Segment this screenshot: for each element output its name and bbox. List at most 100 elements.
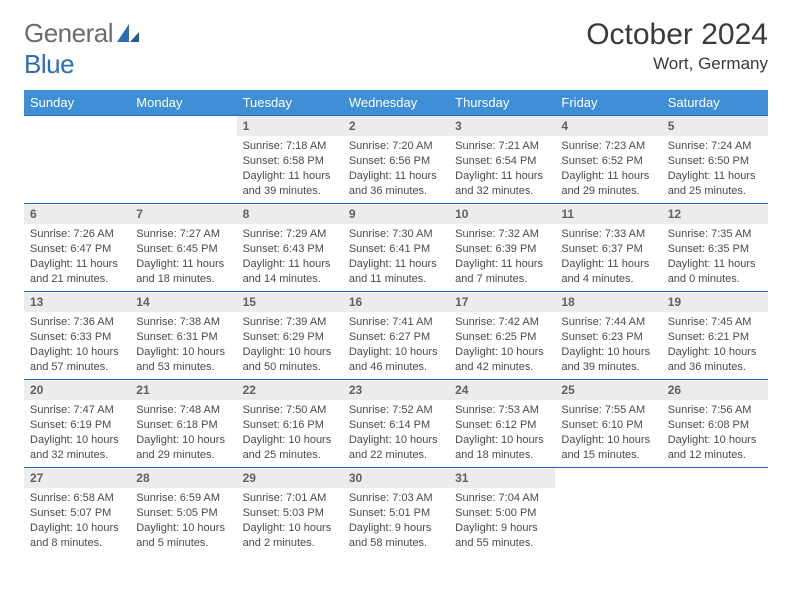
calendar-cell: 7Sunrise: 7:27 AMSunset: 6:45 PMDaylight… (130, 204, 236, 292)
weekday-header: Thursday (449, 90, 555, 116)
day-number: 6 (24, 204, 130, 224)
day-number: 14 (130, 292, 236, 312)
day-details: Sunrise: 7:01 AMSunset: 5:03 PMDaylight:… (237, 488, 343, 553)
calendar-cell: 5Sunrise: 7:24 AMSunset: 6:50 PMDaylight… (662, 116, 768, 204)
day-details: Sunrise: 7:50 AMSunset: 6:16 PMDaylight:… (237, 400, 343, 465)
day-number: 13 (24, 292, 130, 312)
calendar-cell: 17Sunrise: 7:42 AMSunset: 6:25 PMDayligh… (449, 292, 555, 380)
location-label: Wort, Germany (586, 54, 768, 74)
day-number: 21 (130, 380, 236, 400)
day-details: Sunrise: 7:48 AMSunset: 6:18 PMDaylight:… (130, 400, 236, 465)
day-details: Sunrise: 6:58 AMSunset: 5:07 PMDaylight:… (24, 488, 130, 553)
calendar-cell: 13Sunrise: 7:36 AMSunset: 6:33 PMDayligh… (24, 292, 130, 380)
day-number: 17 (449, 292, 555, 312)
calendar-body: .... 1Sunrise: 7:18 AMSunset: 6:58 PMDayl… (24, 116, 768, 556)
day-number: 18 (555, 292, 661, 312)
logo-text-2: Blue (24, 49, 74, 79)
day-details: Sunrise: 7:23 AMSunset: 6:52 PMDaylight:… (555, 136, 661, 201)
logo-text: General Blue (24, 18, 141, 80)
calendar-cell: .. (555, 468, 661, 556)
calendar-cell: 27Sunrise: 6:58 AMSunset: 5:07 PMDayligh… (24, 468, 130, 556)
day-details: Sunrise: 7:18 AMSunset: 6:58 PMDaylight:… (237, 136, 343, 201)
calendar-cell: 4Sunrise: 7:23 AMSunset: 6:52 PMDaylight… (555, 116, 661, 204)
calendar-cell: 9Sunrise: 7:30 AMSunset: 6:41 PMDaylight… (343, 204, 449, 292)
day-number: 8 (237, 204, 343, 224)
calendar-cell: 16Sunrise: 7:41 AMSunset: 6:27 PMDayligh… (343, 292, 449, 380)
calendar-head: SundayMondayTuesdayWednesdayThursdayFrid… (24, 90, 768, 116)
day-details: Sunrise: 7:44 AMSunset: 6:23 PMDaylight:… (555, 312, 661, 377)
calendar-cell: 26Sunrise: 7:56 AMSunset: 6:08 PMDayligh… (662, 380, 768, 468)
logo-text-1: General (24, 18, 113, 48)
day-details: Sunrise: 7:52 AMSunset: 6:14 PMDaylight:… (343, 400, 449, 465)
day-details: Sunrise: 7:24 AMSunset: 6:50 PMDaylight:… (662, 136, 768, 201)
day-number: 25 (555, 380, 661, 400)
day-details: Sunrise: 7:39 AMSunset: 6:29 PMDaylight:… (237, 312, 343, 377)
day-number: 3 (449, 116, 555, 136)
day-number: 5 (662, 116, 768, 136)
day-number: 7 (130, 204, 236, 224)
day-details: Sunrise: 7:30 AMSunset: 6:41 PMDaylight:… (343, 224, 449, 289)
day-number: 9 (343, 204, 449, 224)
weekday-header: Sunday (24, 90, 130, 116)
day-details: Sunrise: 7:41 AMSunset: 6:27 PMDaylight:… (343, 312, 449, 377)
day-details: Sunrise: 7:03 AMSunset: 5:01 PMDaylight:… (343, 488, 449, 553)
day-details: Sunrise: 7:29 AMSunset: 6:43 PMDaylight:… (237, 224, 343, 289)
title-block: October 2024 Wort, Germany (586, 18, 768, 74)
weekday-header: Saturday (662, 90, 768, 116)
day-details: Sunrise: 7:47 AMSunset: 6:19 PMDaylight:… (24, 400, 130, 465)
page-title: October 2024 (586, 18, 768, 52)
weekday-header: Tuesday (237, 90, 343, 116)
day-details: Sunrise: 7:56 AMSunset: 6:08 PMDaylight:… (662, 400, 768, 465)
calendar-cell: 2Sunrise: 7:20 AMSunset: 6:56 PMDaylight… (343, 116, 449, 204)
day-details: Sunrise: 7:45 AMSunset: 6:21 PMDaylight:… (662, 312, 768, 377)
day-details: Sunrise: 7:26 AMSunset: 6:47 PMDaylight:… (24, 224, 130, 289)
calendar-cell: 19Sunrise: 7:45 AMSunset: 6:21 PMDayligh… (662, 292, 768, 380)
weekday-header: Friday (555, 90, 661, 116)
logo: General Blue (24, 18, 141, 80)
calendar-cell: .. (662, 468, 768, 556)
calendar-cell: 28Sunrise: 6:59 AMSunset: 5:05 PMDayligh… (130, 468, 236, 556)
day-number: 16 (343, 292, 449, 312)
day-number: 24 (449, 380, 555, 400)
calendar-cell: 29Sunrise: 7:01 AMSunset: 5:03 PMDayligh… (237, 468, 343, 556)
calendar-cell: 15Sunrise: 7:39 AMSunset: 6:29 PMDayligh… (237, 292, 343, 380)
day-details: Sunrise: 7:27 AMSunset: 6:45 PMDaylight:… (130, 224, 236, 289)
day-number: 22 (237, 380, 343, 400)
calendar-cell: 6Sunrise: 7:26 AMSunset: 6:47 PMDaylight… (24, 204, 130, 292)
calendar-cell: 21Sunrise: 7:48 AMSunset: 6:18 PMDayligh… (130, 380, 236, 468)
day-details: Sunrise: 7:42 AMSunset: 6:25 PMDaylight:… (449, 312, 555, 377)
day-number: 28 (130, 468, 236, 488)
calendar-cell: 14Sunrise: 7:38 AMSunset: 6:31 PMDayligh… (130, 292, 236, 380)
day-number: 4 (555, 116, 661, 136)
day-details: Sunrise: 7:32 AMSunset: 6:39 PMDaylight:… (449, 224, 555, 289)
calendar-cell: 30Sunrise: 7:03 AMSunset: 5:01 PMDayligh… (343, 468, 449, 556)
calendar-cell: 20Sunrise: 7:47 AMSunset: 6:19 PMDayligh… (24, 380, 130, 468)
calendar-cell: 22Sunrise: 7:50 AMSunset: 6:16 PMDayligh… (237, 380, 343, 468)
calendar-cell: 10Sunrise: 7:32 AMSunset: 6:39 PMDayligh… (449, 204, 555, 292)
day-number: 27 (24, 468, 130, 488)
day-number: 12 (662, 204, 768, 224)
day-details: Sunrise: 7:55 AMSunset: 6:10 PMDaylight:… (555, 400, 661, 465)
logo-sail-icon (115, 20, 141, 42)
calendar-week: 6Sunrise: 7:26 AMSunset: 6:47 PMDaylight… (24, 204, 768, 292)
weekday-row: SundayMondayTuesdayWednesdayThursdayFrid… (24, 90, 768, 116)
weekday-header: Monday (130, 90, 236, 116)
calendar-cell: 8Sunrise: 7:29 AMSunset: 6:43 PMDaylight… (237, 204, 343, 292)
calendar-cell: 24Sunrise: 7:53 AMSunset: 6:12 PMDayligh… (449, 380, 555, 468)
day-number: 2 (343, 116, 449, 136)
calendar-week: 13Sunrise: 7:36 AMSunset: 6:33 PMDayligh… (24, 292, 768, 380)
calendar-cell: 12Sunrise: 7:35 AMSunset: 6:35 PMDayligh… (662, 204, 768, 292)
day-details: Sunrise: 7:21 AMSunset: 6:54 PMDaylight:… (449, 136, 555, 201)
calendar-cell: 11Sunrise: 7:33 AMSunset: 6:37 PMDayligh… (555, 204, 661, 292)
calendar-week: ....1Sunrise: 7:18 AMSunset: 6:58 PMDayl… (24, 116, 768, 204)
calendar-cell: 1Sunrise: 7:18 AMSunset: 6:58 PMDaylight… (237, 116, 343, 204)
day-number: 11 (555, 204, 661, 224)
day-number: 20 (24, 380, 130, 400)
calendar-cell: 23Sunrise: 7:52 AMSunset: 6:14 PMDayligh… (343, 380, 449, 468)
day-number: 30 (343, 468, 449, 488)
day-number: 23 (343, 380, 449, 400)
calendar-cell: 3Sunrise: 7:21 AMSunset: 6:54 PMDaylight… (449, 116, 555, 204)
day-details: Sunrise: 7:33 AMSunset: 6:37 PMDaylight:… (555, 224, 661, 289)
calendar-cell: 25Sunrise: 7:55 AMSunset: 6:10 PMDayligh… (555, 380, 661, 468)
day-details: Sunrise: 7:04 AMSunset: 5:00 PMDaylight:… (449, 488, 555, 553)
